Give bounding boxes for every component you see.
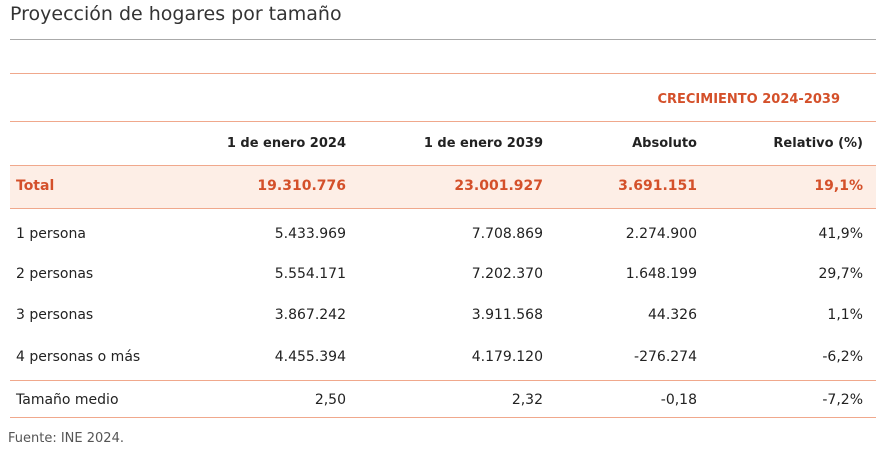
- col-header: Relativo (%): [773, 136, 863, 151]
- group-header: CRECIMIENTO 2024-2039: [657, 92, 840, 107]
- cell: 3.691.151: [618, 178, 697, 194]
- cell: 2,32: [511, 392, 543, 408]
- col-header: 1 de enero 2024: [226, 136, 346, 151]
- cell: 44.326: [648, 307, 697, 323]
- cell: 7.708.869: [471, 226, 543, 242]
- divider: [10, 121, 876, 122]
- cell: 4 personas o más: [16, 349, 141, 365]
- divider: [10, 165, 876, 166]
- cell: 19.310.776: [257, 178, 346, 194]
- col-header: 1 de enero 2039: [423, 136, 543, 151]
- cell: -0,18: [660, 392, 697, 408]
- cell: 3.867.242: [274, 307, 346, 323]
- cell: 4.455.394: [274, 349, 346, 365]
- cell: 23.001.927: [454, 178, 543, 194]
- cell: 2,50: [314, 392, 346, 408]
- cell: -6,2%: [822, 349, 863, 365]
- divider: [10, 417, 876, 418]
- table-row-total: Total 19.310.776 23.001.927 3.691.151 19…: [10, 166, 876, 208]
- cell: 19,1%: [814, 178, 863, 194]
- cell: 2.274.900: [625, 226, 697, 242]
- page-title: Proyección de hogares por tamaño: [10, 3, 342, 25]
- cell: 5.433.969: [274, 226, 346, 242]
- cell: 1,1%: [827, 307, 863, 323]
- cell: -276.274: [634, 349, 697, 365]
- cell: 3.911.568: [471, 307, 543, 323]
- cell: 1 persona: [16, 226, 86, 242]
- cell: 3 personas: [16, 307, 94, 323]
- title-divider: [10, 39, 876, 40]
- cell: 7.202.370: [471, 266, 543, 282]
- cell: 1.648.199: [625, 266, 697, 282]
- divider: [10, 380, 876, 381]
- cell: 41,9%: [818, 226, 863, 242]
- cell: 2 personas: [16, 266, 94, 282]
- cell: 29,7%: [818, 266, 863, 282]
- cell: -7,2%: [822, 392, 863, 408]
- source-note: Fuente: INE 2024.: [8, 431, 124, 446]
- cell: 5.554.171: [274, 266, 346, 282]
- cell: Total: [16, 178, 55, 194]
- divider: [10, 73, 876, 74]
- cell: Tamaño medio: [16, 392, 119, 408]
- divider: [10, 208, 876, 209]
- cell: 4.179.120: [471, 349, 543, 365]
- col-header: Absoluto: [632, 136, 697, 151]
